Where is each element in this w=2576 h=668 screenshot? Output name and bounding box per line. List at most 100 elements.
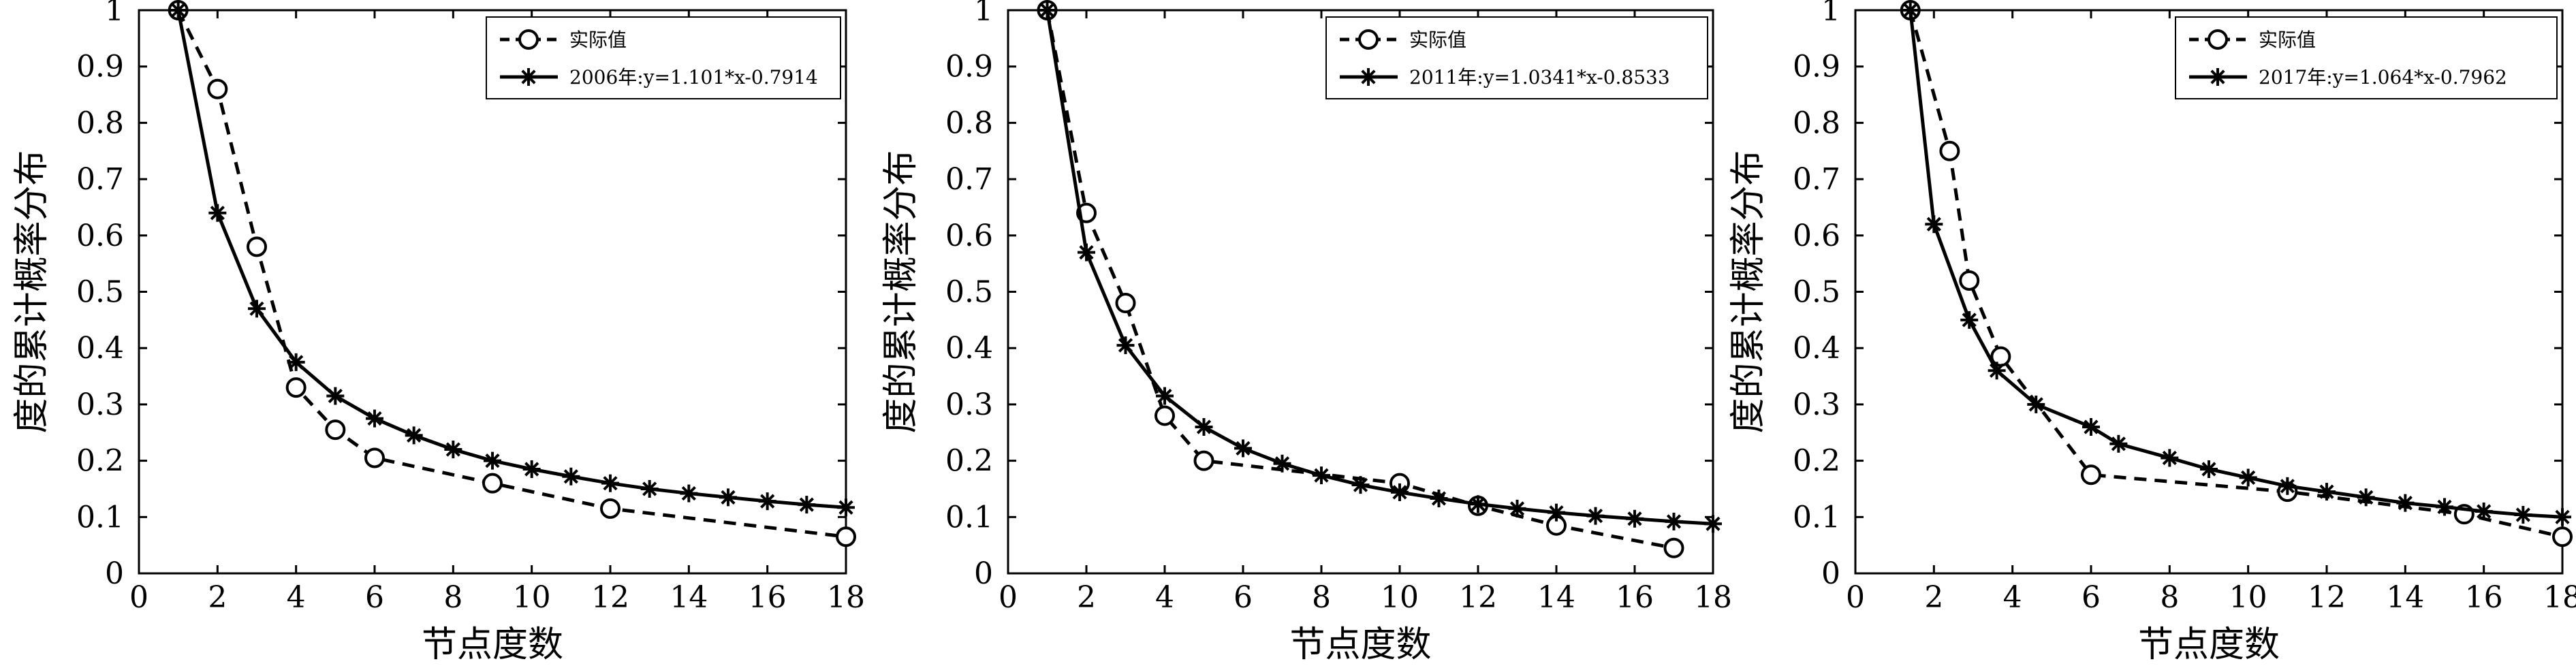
legend-box	[486, 16, 841, 99]
data-point	[719, 488, 737, 507]
data-point	[248, 300, 266, 318]
x-tick-label: 0	[1846, 580, 1865, 615]
data-point	[1195, 417, 1213, 436]
series-2	[1038, 1, 1722, 533]
legend-label: 实际值	[1409, 29, 1466, 51]
y-tick-label: 0.3	[76, 387, 124, 422]
y-tick-label: 0.4	[76, 331, 124, 366]
data-point	[366, 409, 383, 428]
data-point	[1901, 1, 1919, 19]
legend-entry: 实际值	[1340, 29, 1466, 51]
y-tick-label: 0.8	[1793, 106, 1840, 140]
legend-marker	[1360, 68, 1377, 86]
y-tick-label: 0.2	[76, 444, 124, 479]
legend: 实际值 2006年:y=1.101*x-0.7914	[486, 16, 841, 99]
x-tick-label: 12	[2308, 580, 2346, 615]
x-tick-label: 10	[513, 580, 551, 615]
y-tick-label: 0.4	[945, 331, 993, 366]
y-tick-label: 0.5	[1793, 275, 1840, 310]
x-tick-label: 18	[827, 580, 865, 615]
data-point	[1925, 215, 1943, 234]
y-tick-label: 0.5	[945, 275, 993, 310]
x-tick-label: 16	[2465, 580, 2503, 615]
data-point	[1939, 140, 1960, 161]
legend-label: 2006年:y=1.101*x-0.7914	[569, 66, 818, 89]
legend-box	[2175, 16, 2558, 99]
data-point	[1548, 503, 1565, 522]
y-tick-label: 0	[1821, 556, 1840, 591]
legend-entry: 2011年:y=1.0341*x-0.8533	[1340, 66, 1670, 89]
legend-label: 2017年:y=1.064*x-0.7962	[2259, 66, 2507, 89]
x-tick-label: 6	[1234, 580, 1253, 615]
chart-panel-1: 0 2 4 6 8 10 12 14 16 18 0 0.1 0.2 0.3 0.4 0.5 0.6 0.7 0.8…	[12, 0, 865, 665]
legend-marker	[2209, 68, 2227, 86]
y-tick-label: 1	[105, 0, 124, 28]
y-tick-label: 0.7	[945, 162, 993, 197]
data-point	[1038, 1, 1056, 19]
data-point	[1116, 336, 1135, 355]
y-axis-title: 度的累计概率分布	[881, 150, 922, 433]
y-tick-label: 0.3	[1793, 387, 1840, 422]
x-tick-label: 4	[1155, 580, 1174, 615]
y-tick-label: 0.8	[945, 106, 993, 140]
x-tick-label: 10	[2229, 580, 2267, 615]
data-point	[2475, 503, 2493, 521]
data-point	[2278, 477, 2297, 495]
x-tick-label: 16	[749, 580, 787, 615]
y-tick-label: 0.9	[76, 50, 124, 84]
data-point	[2357, 488, 2375, 507]
data-point	[758, 492, 776, 511]
y-tick-label: 0.2	[945, 444, 993, 479]
chart-panel-3: 0 2 4 6 8 10 12 14 16 18 0 0.1 0.2 0.3 0.4 0.5 0.6 0.7 0.8…	[1728, 0, 2576, 665]
legend-entry: 实际值	[500, 29, 627, 51]
data-point	[1704, 515, 1722, 533]
y-axis-title: 度的累计概率分布	[12, 150, 52, 433]
y-tick-label: 0.1	[1793, 500, 1840, 535]
data-point	[1078, 243, 1095, 261]
legend-entry: 实际值	[2189, 29, 2316, 51]
legend-label: 实际值	[569, 29, 627, 51]
data-point	[2109, 434, 2128, 453]
data-point	[1959, 270, 1980, 291]
y-tick-label: 0.6	[76, 219, 124, 253]
x-tick-label: 16	[1616, 580, 1654, 615]
legend-marker	[1358, 29, 1379, 50]
data-point	[1663, 537, 1684, 558]
data-point	[1508, 499, 1526, 518]
data-point	[2436, 498, 2453, 516]
chart-panel-2: 0 2 4 6 8 10 12 14 16 18 0 0.1 0.2 0.3 0.4 0.5 0.6 0.7 0.8…	[881, 0, 1732, 665]
data-point	[482, 473, 503, 494]
data-point	[1665, 512, 1683, 530]
data-point	[1351, 476, 1370, 494]
data-point	[2161, 449, 2179, 467]
legend-entry: 2006年:y=1.101*x-0.7914	[500, 66, 818, 89]
data-point	[326, 387, 345, 405]
y-tick-label: 0.6	[1793, 219, 1840, 253]
data-point	[1626, 509, 1644, 528]
y-tick-label: 0.9	[1793, 50, 1840, 84]
data-point	[2318, 483, 2336, 501]
data-point	[208, 204, 227, 222]
data-point	[247, 236, 267, 257]
data-point	[2396, 494, 2415, 512]
data-point	[1430, 490, 1448, 508]
y-axis-title: 度的累计概率分布	[1728, 150, 1769, 433]
data-point	[1469, 495, 1487, 513]
data-point	[1115, 293, 1136, 314]
data-point	[1586, 507, 1605, 525]
series-line	[1909, 10, 2563, 539]
x-tick-label: 14	[1537, 580, 1575, 615]
y-tick-label: 0.1	[945, 500, 993, 535]
y-tick-label: 0.7	[76, 162, 124, 197]
data-point	[1234, 439, 1252, 458]
legend-marker	[518, 29, 539, 50]
data-point	[1960, 311, 1979, 329]
series-2	[1901, 1, 2571, 526]
x-tick-label: 2	[208, 580, 227, 615]
data-point	[325, 419, 346, 441]
data-point	[837, 498, 855, 517]
legend-marker	[2208, 29, 2228, 50]
data-point	[2552, 526, 2573, 547]
x-tick-label: 4	[287, 580, 306, 615]
